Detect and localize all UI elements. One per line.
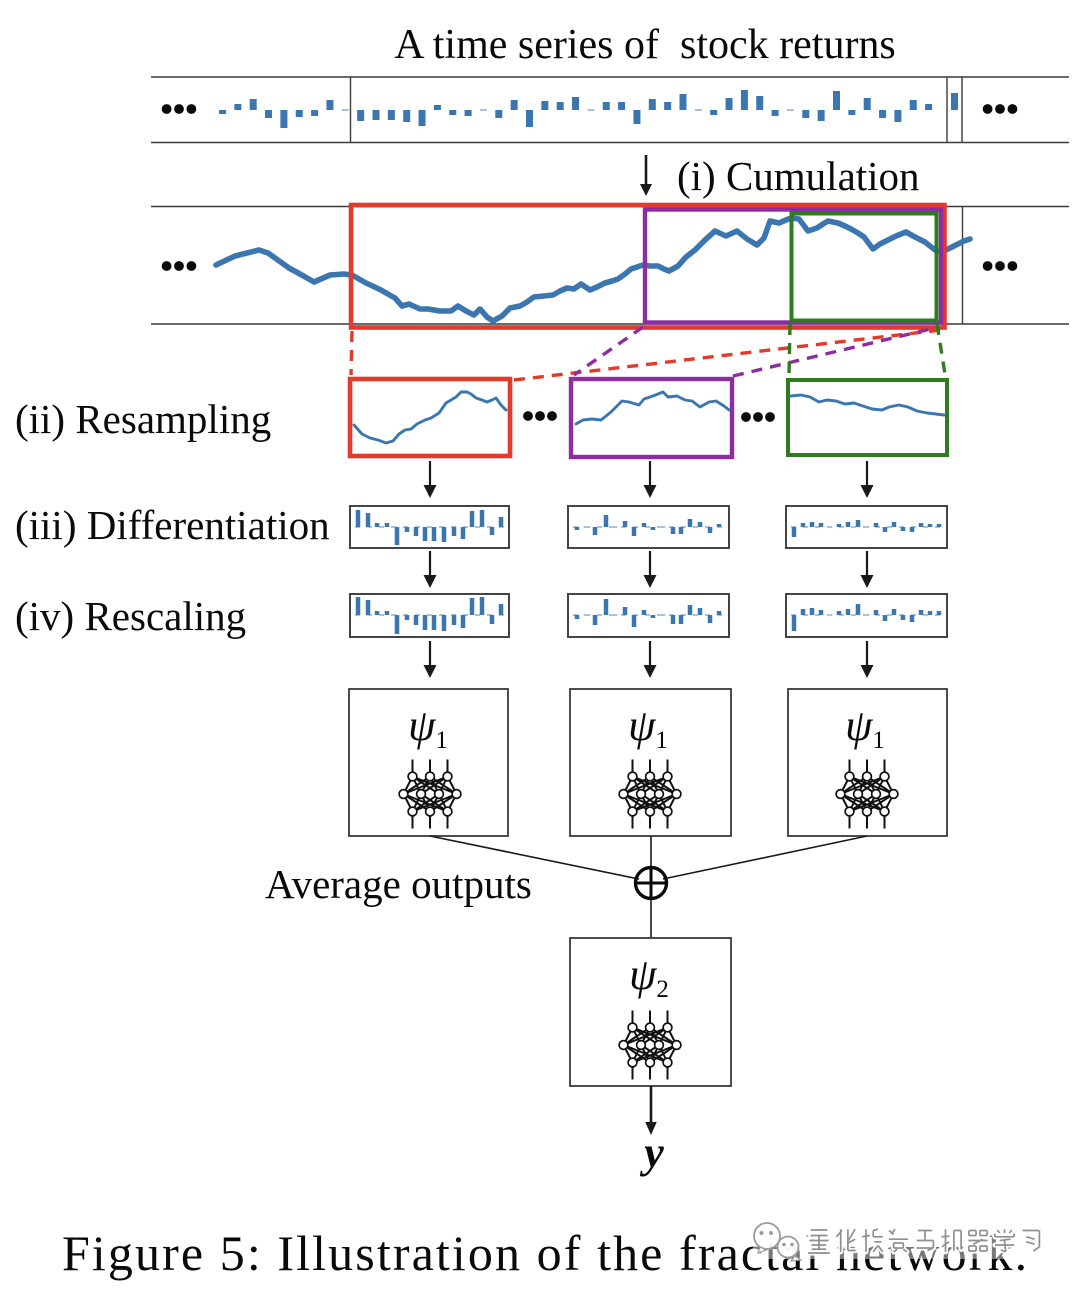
svg-text:(ii) Resampling: (ii) Resampling [15,396,271,442]
svg-text:Average outputs: Average outputs [265,861,532,907]
svg-text:y: y [639,1128,664,1177]
svg-text:A time series of stock return: A time series of stock returns [394,22,896,68]
svg-text:ψ1: ψ1 [845,701,885,754]
svg-text:(i) Cumulation: (i) Cumulation [677,153,920,199]
svg-text:(iv) Rescaling: (iv) Rescaling [15,593,246,639]
svg-text:(iii) Differentiation: (iii) Differentiation [15,502,330,548]
